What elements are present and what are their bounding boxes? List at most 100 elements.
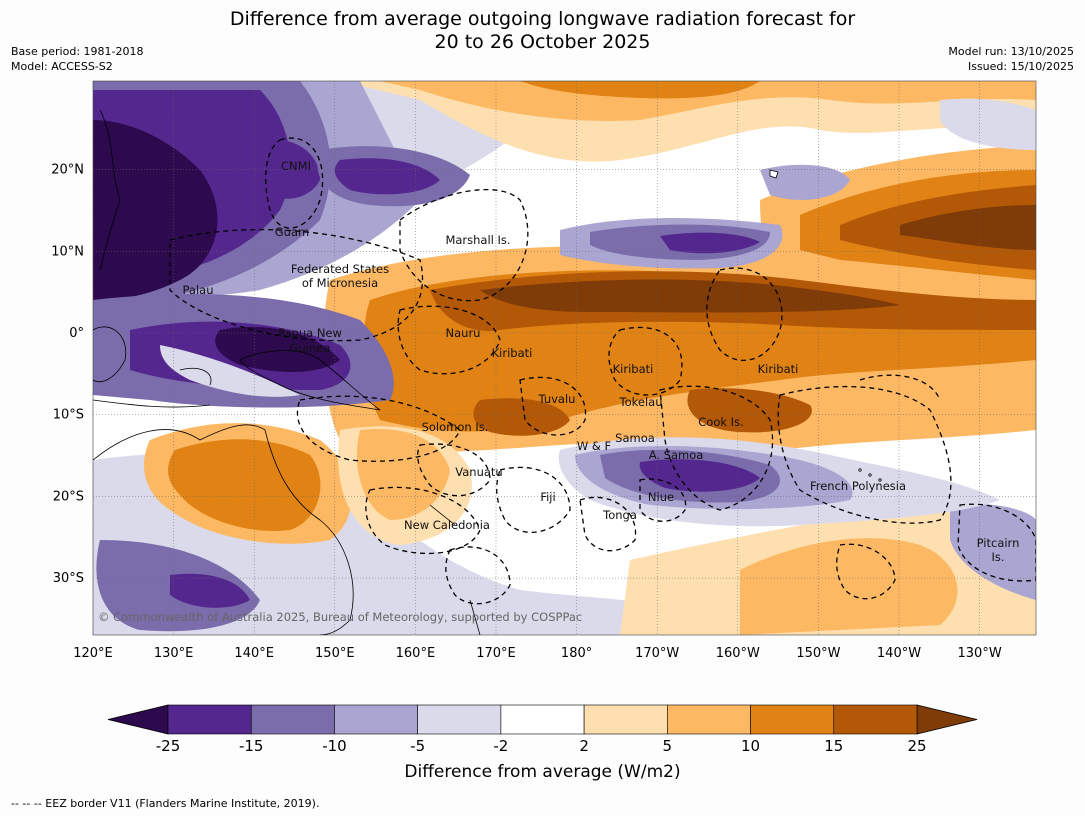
- coast-australia: [93, 424, 354, 635]
- label-french-polynesia: French Polynesia: [810, 479, 906, 493]
- place-labels: CNMI Guam Marshall Is. Federated States …: [183, 159, 1020, 564]
- field-indigo-north: [334, 158, 440, 195]
- eez-footnote: -- -- -- EEZ border V11 (Flanders Marine…: [11, 797, 320, 810]
- label-kiribati-east: Kiribati: [758, 362, 799, 376]
- field-darkorange-australia: [168, 439, 321, 531]
- eez-french-polynesia: [777, 385, 952, 524]
- meta-left: Base period: 1981-2018 Model: ACCESS-S2: [11, 44, 143, 74]
- eez-micronesia: [169, 228, 424, 342]
- island-hawaii: [769, 169, 779, 179]
- label-tonga: Tonga: [602, 508, 637, 522]
- field-indigo-band: [660, 232, 760, 254]
- lon-tick-label: 120°E: [73, 646, 113, 661]
- eez-tonga: [579, 496, 637, 552]
- title-line-1: Difference from average outgoing longwav…: [229, 8, 856, 30]
- label-vanuatu: Vanuatu: [455, 465, 502, 479]
- lon-tick-label: 150°W: [796, 646, 840, 661]
- lon-tick-label: 130°E: [154, 646, 194, 661]
- coast-borneo: [93, 326, 127, 383]
- field-brown-south: [687, 388, 812, 433]
- lat-tick-label: 20°N: [51, 163, 84, 178]
- field-lilac-hawaii: [760, 164, 850, 200]
- eez-solomon: [296, 395, 461, 462]
- lon-tick-label: 180°: [561, 646, 592, 661]
- colorbar-segment: [750, 704, 835, 735]
- lat-tick-label: 20°S: [53, 489, 84, 504]
- label-niue: Niue: [648, 490, 674, 504]
- lat-tick-label: 30°S: [53, 571, 84, 586]
- label-guam: Guam: [275, 225, 309, 239]
- lon-tick-label: 160°E: [396, 646, 436, 661]
- eez-niue: [639, 478, 687, 522]
- field-deep-png: [215, 326, 340, 372]
- lat-tick-label: 0°: [69, 326, 84, 341]
- label-pitcairn-1: Pitcairn: [977, 536, 1020, 550]
- colorbar-tick-label: -25: [156, 737, 181, 755]
- longitude-ticks: 120°E 130°E 140°E 150°E 160°E 170°E 180° 170°W 1…: [73, 646, 1002, 661]
- colorbar-segment: [833, 704, 918, 735]
- colorbar-arrow-low: [107, 704, 169, 735]
- label-palau: Palau: [183, 283, 214, 297]
- colorbar-tick-label: 5: [663, 737, 673, 755]
- label-fiji: Fiji: [540, 490, 555, 504]
- meta-right: Model run: 13/10/2025 Issued: 15/10/2025: [948, 44, 1074, 74]
- colorbar-segment: [583, 704, 668, 735]
- copyright-notice: © Commonwealth of Australia 2025, Bureau…: [98, 610, 582, 624]
- field-deep-nw: [93, 120, 218, 300]
- latitude-ticks: 20°N 10°N 0° 10°S 20°S 30°S: [51, 163, 84, 586]
- field-orange-se: [740, 538, 958, 635]
- colorbar: -25 -15 -10 -5 -2 2 5 10 15 25: [107, 704, 978, 755]
- eez-kermadec: [445, 546, 511, 605]
- colorbar-segment: [667, 704, 751, 735]
- coast-new-caledonia: [429, 504, 456, 526]
- colorbar-tick-label: 15: [824, 737, 843, 755]
- field-light-png: [160, 345, 300, 397]
- label-samoa: Samoa: [615, 431, 655, 445]
- colorbar-tick-label: -10: [322, 737, 347, 755]
- label-fsm-1: Federated States: [291, 262, 389, 276]
- eez-hawaii-arc: [859, 374, 941, 401]
- label-nauru: Nauru: [446, 326, 481, 340]
- colorbar-segment: [167, 704, 252, 735]
- field-darkbrown-band: [480, 279, 900, 313]
- colorbar-segment: [417, 704, 502, 735]
- lat-tick-label: 10°N: [51, 244, 84, 259]
- eez-new-caledonia: [365, 486, 481, 555]
- eez-kiribati-central: [608, 326, 683, 396]
- island-tuamotu-3: [878, 478, 882, 482]
- eez-pitcairn: [957, 503, 1036, 582]
- colorbar-tick-label: -5: [410, 737, 425, 755]
- field-orange-north: [380, 81, 1036, 121]
- title-line-2: 20 to 26 October 2025: [434, 31, 651, 53]
- model-run: Model run: 13/10/2025: [948, 45, 1074, 58]
- island-tuamotu-1: [858, 468, 862, 472]
- label-pitcairn-2: Is.: [991, 550, 1004, 564]
- label-png-2: Guinea: [290, 341, 331, 355]
- field-darkorange-north: [520, 81, 760, 99]
- field-darkbrown-east: [900, 205, 1036, 250]
- island-tuamotu-2: [868, 473, 872, 477]
- eez-marshall: [399, 188, 529, 302]
- field-lavender-pitcairn: [950, 503, 1036, 600]
- grid-lines: [92, 81, 1036, 635]
- label-tuvalu: Tuvalu: [538, 392, 576, 406]
- coastlines: [93, 109, 481, 635]
- label-cook: Cook Is.: [698, 415, 743, 429]
- issued-date: Issued: 15/10/2025: [967, 60, 1074, 73]
- colorbar-segment: [334, 704, 418, 735]
- lon-tick-label: 160°W: [716, 646, 760, 661]
- label-cnmi: CNMI: [281, 159, 311, 173]
- eez-south-circle: [836, 543, 896, 600]
- colorbar-tick-label: 2: [579, 737, 589, 755]
- label-marshall: Marshall Is.: [445, 233, 510, 247]
- colorbar-tick-label: -15: [239, 737, 264, 755]
- label-kiribati-central: Kiribati: [613, 362, 654, 376]
- coast-philippines: [99, 109, 121, 271]
- eez-fiji: [496, 466, 571, 533]
- colorbar-tick-label: 10: [741, 737, 760, 755]
- base-period: Base period: 1981-2018: [11, 45, 144, 58]
- label-solomon: Solomon Is.: [422, 420, 489, 434]
- islands: [769, 169, 882, 482]
- label-american-samoa: A. Samoa: [649, 448, 704, 462]
